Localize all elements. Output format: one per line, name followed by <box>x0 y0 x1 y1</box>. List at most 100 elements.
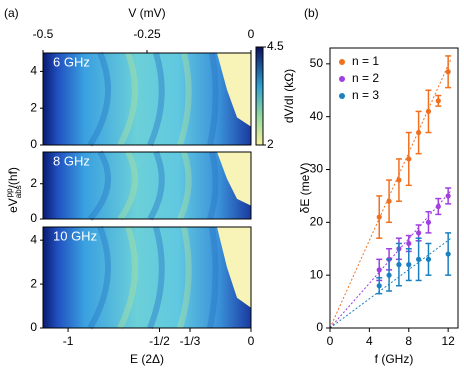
y-axis-label-part: /(hf) <box>6 167 20 188</box>
y-tick-label: 40 <box>310 109 324 123</box>
x-tick-label: -1/2 <box>149 334 170 348</box>
legend-label: n = 2 <box>352 71 379 85</box>
plot-frame <box>329 47 459 329</box>
data-point <box>395 242 402 287</box>
data-point <box>376 195 383 239</box>
top-x-tick-label: -0.5 <box>33 27 54 41</box>
x-axis-label: E (2Δ) <box>130 352 164 366</box>
marker <box>416 129 422 136</box>
marker <box>425 219 432 225</box>
heatmap-texture <box>87 150 111 222</box>
data-point <box>386 258 393 292</box>
marker <box>376 283 382 289</box>
marker <box>445 251 451 257</box>
y-tick-label: 20 <box>310 215 324 229</box>
x-tick-label: 4 <box>366 334 373 348</box>
panel-label: (b) <box>304 6 319 20</box>
panel-label: (a) <box>4 6 19 20</box>
legend-label: n = 3 <box>352 88 379 102</box>
y-tick-label: 4 <box>30 232 37 246</box>
data-point <box>425 242 432 276</box>
marker <box>376 214 382 220</box>
x-tick-label: 0 <box>248 334 255 348</box>
y-tick-label: 0 <box>316 320 323 334</box>
panel-frame <box>42 226 252 329</box>
data-point <box>425 89 432 134</box>
marker <box>406 262 412 268</box>
top-x-axis-label: V (mV) <box>128 6 165 20</box>
heatmap-texture <box>117 150 138 221</box>
y-tick-label: 0 <box>30 137 37 151</box>
marker <box>425 108 432 114</box>
y-tick-label: 30 <box>310 162 324 176</box>
heatmap-texture <box>207 151 219 220</box>
colorbar-tick-label: 2 <box>267 137 274 151</box>
heatmap-texture <box>207 226 219 329</box>
y-tick-label: 2 <box>30 176 37 190</box>
marker <box>416 256 422 262</box>
data-point <box>415 110 422 155</box>
heatmap-texture <box>147 226 165 330</box>
marker <box>386 198 392 204</box>
x-tick-label: 12 <box>441 334 455 348</box>
marker <box>406 240 412 247</box>
heatmap-texture <box>177 151 192 221</box>
legend-marker <box>339 59 345 65</box>
marker <box>396 177 402 183</box>
panel-label: 8 GHz <box>53 153 90 168</box>
heatmap-image <box>43 152 251 219</box>
data-point <box>376 277 383 295</box>
marker <box>445 69 451 75</box>
data-point <box>435 94 442 107</box>
marker <box>425 256 432 262</box>
data-point <box>405 131 412 187</box>
marker <box>406 156 412 162</box>
y-tick-label: 0 <box>30 211 37 225</box>
heatmap-bright-region <box>217 152 251 206</box>
heatmap-texture <box>87 225 111 330</box>
y-axis-label-part: abs <box>14 185 23 198</box>
data-point <box>405 248 412 282</box>
colorbar <box>255 46 264 146</box>
data-point <box>395 158 402 202</box>
y-tick-label: 2 <box>30 100 37 114</box>
panel-label: 10 GHz <box>53 228 97 243</box>
x-tick-label: 0 <box>327 334 334 348</box>
legend-label: n = 1 <box>352 54 379 68</box>
heatmap-texture <box>177 52 192 146</box>
marker <box>386 272 392 278</box>
top-x-tick-label: 0 <box>248 27 255 41</box>
top-x-tick-label: -0.25 <box>133 27 161 41</box>
y-tick-label: 0 <box>30 320 37 334</box>
fit-line <box>329 190 452 329</box>
colorbar-label: dV/dI (kΩ) <box>282 69 296 123</box>
marker <box>376 267 382 273</box>
legend-marker <box>339 93 345 99</box>
legend-marker <box>339 76 345 82</box>
x-tick-label: 8 <box>405 334 412 348</box>
heatmap-image <box>43 227 251 328</box>
data-point <box>386 179 393 224</box>
heatmap-image <box>43 53 251 145</box>
panel-frame <box>42 151 252 220</box>
fit-line <box>329 58 452 329</box>
marker <box>435 98 441 104</box>
x-tick-label: -1/3 <box>180 334 201 348</box>
y-axis-label: δE (meV) <box>298 163 312 214</box>
data-point <box>445 187 452 205</box>
heatmap-texture <box>177 226 192 329</box>
marker <box>435 203 441 210</box>
fit-line <box>329 237 452 329</box>
marker <box>416 230 422 236</box>
marker <box>445 193 451 199</box>
heatmap-texture <box>87 51 111 147</box>
marker <box>396 262 402 268</box>
data-point <box>425 211 432 234</box>
y-axis-label-part: eV <box>6 198 20 213</box>
y-tick-label: 10 <box>310 267 324 281</box>
colorbar-tick-label: 4.5 <box>267 39 284 53</box>
y-axis-label: eVabspp/(hf) <box>5 167 23 213</box>
x-tick-label: -1 <box>63 334 74 348</box>
x-axis-label: f (GHz) <box>375 352 414 366</box>
